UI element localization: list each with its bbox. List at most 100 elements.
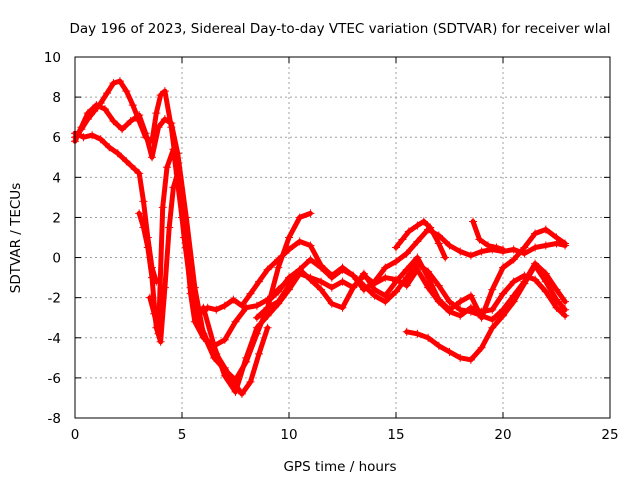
data-point — [163, 163, 172, 172]
data-point — [96, 135, 105, 144]
y-tick-label: 6 — [52, 130, 61, 146]
data-point — [252, 301, 261, 310]
data-point — [263, 311, 272, 320]
data-point — [317, 277, 326, 286]
data-point — [154, 123, 163, 132]
data-point — [531, 229, 540, 238]
data-point — [520, 279, 529, 288]
data-point — [370, 291, 379, 300]
x-tick-label: 20 — [494, 427, 511, 443]
data-point — [392, 243, 400, 252]
y-tick-label: 0 — [52, 251, 61, 267]
data-point — [488, 285, 497, 294]
data-point — [220, 371, 229, 380]
data-point — [274, 297, 283, 306]
data-point — [77, 123, 86, 132]
series-arc-9 — [402, 261, 570, 364]
data-point — [531, 261, 540, 270]
data-point — [499, 289, 507, 298]
data-point — [295, 265, 304, 274]
y-tick-label: -4 — [48, 331, 61, 347]
data-point — [381, 273, 390, 282]
data-point — [327, 299, 336, 308]
data-point — [122, 157, 131, 166]
y-tick-label: 10 — [44, 50, 61, 66]
data-point — [285, 273, 293, 282]
data-point — [402, 249, 411, 258]
data-point — [295, 237, 304, 246]
data-point — [381, 297, 390, 306]
data-point — [156, 337, 165, 346]
data-point — [466, 291, 475, 300]
data-point — [456, 247, 465, 256]
data-point — [263, 297, 272, 306]
data-point — [139, 197, 148, 206]
data-point — [402, 281, 411, 290]
y-tick-label: -6 — [48, 371, 61, 387]
data-point — [169, 145, 178, 154]
data-point — [135, 111, 144, 120]
data-point — [327, 273, 336, 282]
x-tick-label: 10 — [280, 427, 297, 443]
data-point — [231, 317, 240, 326]
data-point — [552, 233, 561, 242]
data-point — [242, 353, 251, 362]
x-tick-label: 15 — [387, 427, 404, 443]
data-point — [520, 243, 529, 252]
data-point — [561, 305, 570, 314]
data-point — [552, 285, 561, 294]
data-point — [255, 349, 264, 358]
data-point — [541, 241, 550, 250]
data-point — [488, 305, 497, 314]
data-point — [135, 209, 144, 218]
series-trace — [254, 257, 568, 323]
data-point — [105, 143, 114, 152]
data-point — [466, 355, 475, 364]
x-tick-label: 0 — [71, 427, 80, 443]
data-point — [306, 241, 315, 250]
data-point — [488, 315, 497, 324]
data-point — [492, 243, 501, 252]
data-point — [165, 223, 174, 232]
data-point — [190, 317, 199, 326]
data-point — [426, 223, 435, 232]
data-point — [475, 235, 484, 244]
data-point — [178, 213, 186, 222]
data-point — [413, 329, 422, 338]
data-point — [424, 283, 433, 292]
data-point — [552, 295, 561, 304]
data-point — [509, 277, 518, 286]
data-point — [466, 303, 475, 312]
data-point — [220, 335, 229, 344]
data-point — [477, 307, 486, 316]
data-point — [402, 265, 411, 274]
data-point — [413, 237, 422, 246]
data-point — [274, 255, 283, 264]
data-point — [456, 311, 465, 320]
data-point — [456, 353, 465, 362]
data-point — [122, 87, 131, 96]
data-point — [160, 115, 169, 124]
data-point — [541, 277, 550, 286]
data-point — [327, 283, 336, 292]
plot-frame — [74, 56, 611, 419]
data-point — [255, 277, 264, 286]
data-point — [135, 169, 144, 178]
data-point — [349, 271, 358, 280]
data-point — [445, 307, 454, 316]
data-point — [212, 305, 221, 314]
data-point — [246, 289, 255, 298]
data-point — [509, 255, 518, 264]
data-point — [148, 153, 157, 162]
data-point — [83, 109, 92, 118]
series-trace — [393, 219, 448, 261]
data-point — [210, 341, 219, 350]
data-point — [100, 105, 109, 114]
data-point — [499, 245, 507, 254]
data-point — [424, 333, 433, 342]
data-point — [338, 303, 347, 312]
data-point — [338, 265, 347, 274]
